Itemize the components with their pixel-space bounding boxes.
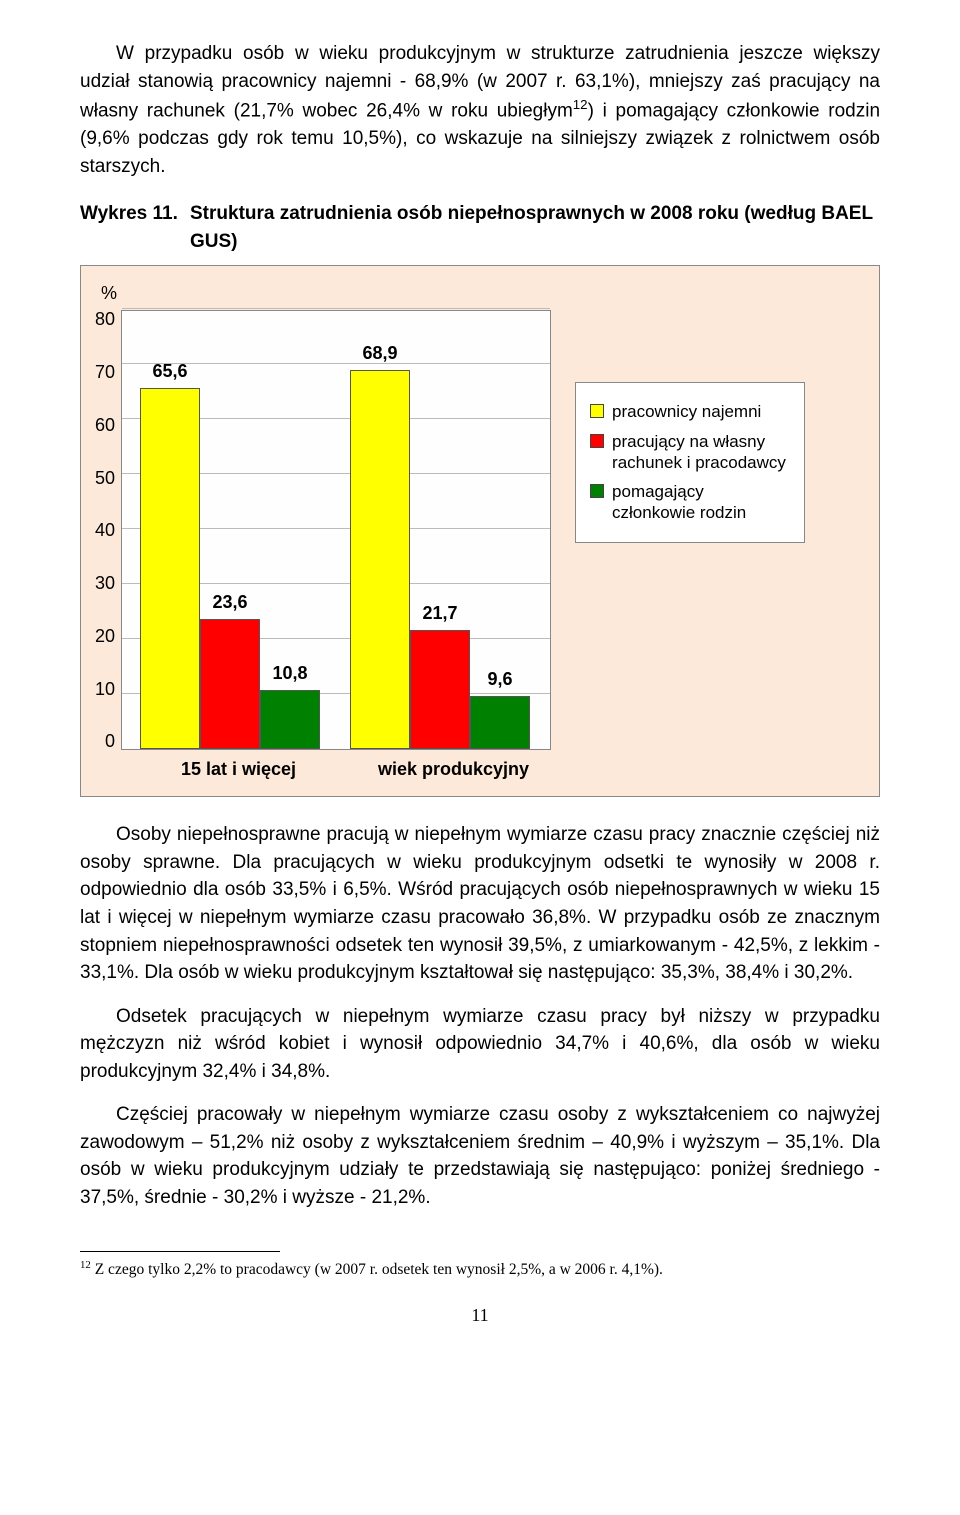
y-tick: 60 [95, 416, 115, 434]
bar-value-label: 10,8 [273, 660, 308, 686]
legend-item: pracownicy najemni [590, 401, 790, 422]
y-tick: 50 [95, 469, 115, 487]
chart-frame: % 80 70 60 50 40 30 20 10 0 65,6 23,6 10,8 68,9 21,7… [80, 265, 880, 797]
bar [350, 370, 410, 749]
y-tick: 70 [95, 363, 115, 381]
legend-item: pomagający członkowie rodzin [590, 481, 790, 524]
plot-area: 65,6 23,6 10,8 68,9 21,7 9,6 [121, 310, 551, 750]
chart-label: Wykres 11. [80, 200, 190, 255]
bar [200, 619, 260, 749]
legend-swatch [590, 404, 604, 418]
footnote-num: 12 [80, 1259, 91, 1271]
legend-swatch [590, 484, 604, 498]
legend-item: pracujący na własny rachunek i pracodawc… [590, 431, 790, 474]
legend-label: pomagający członkowie rodzin [612, 481, 790, 524]
bar-value-label: 21,7 [423, 600, 458, 626]
y-axis: 80 70 60 50 40 30 20 10 0 [95, 310, 121, 750]
paragraph-4: Częściej pracowały w niepełnym wymiarze … [80, 1101, 880, 1211]
paragraph-1: W przypadku osób w wieku produkcyjnym w … [80, 40, 880, 180]
page-number: 11 [80, 1302, 880, 1328]
bar-value-label: 68,9 [363, 340, 398, 366]
chart-title-row: Wykres 11. Struktura zatrudnienia osób n… [80, 200, 880, 255]
y-tick: 20 [95, 627, 115, 645]
y-tick: 80 [95, 310, 115, 328]
x-axis-labels: 15 lat i więcejwiek produkcyjny [131, 756, 865, 782]
bar [410, 630, 470, 749]
grid-line [122, 308, 550, 309]
legend-swatch [590, 434, 604, 448]
y-axis-unit: % [101, 280, 865, 306]
paragraph-3: Odsetek pracujących w niepełnym wymiarze… [80, 1003, 880, 1086]
plot: 65,6 23,6 10,8 68,9 21,7 9,6 [121, 310, 551, 750]
footnote-separator [80, 1251, 280, 1252]
y-tick: 30 [95, 574, 115, 592]
paragraph-2: Osoby niepełnosprawne pracują w niepełny… [80, 821, 880, 986]
legend-label: pracujący na własny rachunek i pracodawc… [612, 431, 790, 474]
y-tick: 10 [95, 680, 115, 698]
footnote-text: Z czego tylko 2,2% to pracodawcy (w 2007… [91, 1262, 663, 1279]
footnote-ref-12: 12 [573, 97, 588, 112]
bar [470, 696, 530, 749]
chart-title-text: Struktura zatrudnienia osób niepełnospra… [190, 200, 880, 255]
y-tick: 0 [105, 732, 115, 750]
bar-value-label: 23,6 [213, 589, 248, 615]
legend-label: pracownicy najemni [612, 401, 761, 422]
footnote-12: 12 Z czego tylko 2,2% to pracodawcy (w 2… [80, 1258, 880, 1281]
legend: pracownicy najemni pracujący na własny ra… [575, 382, 805, 542]
bar [260, 690, 320, 749]
x-tick-label: wiek produkcyjny [346, 756, 561, 782]
bar-value-label: 9,6 [488, 666, 513, 692]
bar-value-label: 65,6 [153, 358, 188, 384]
bar [140, 388, 200, 749]
x-tick-label: 15 lat i więcej [131, 756, 346, 782]
chart-body: 80 70 60 50 40 30 20 10 0 65,6 23,6 10,8 68,9 21,7 9,… [95, 310, 865, 750]
y-tick: 40 [95, 521, 115, 539]
